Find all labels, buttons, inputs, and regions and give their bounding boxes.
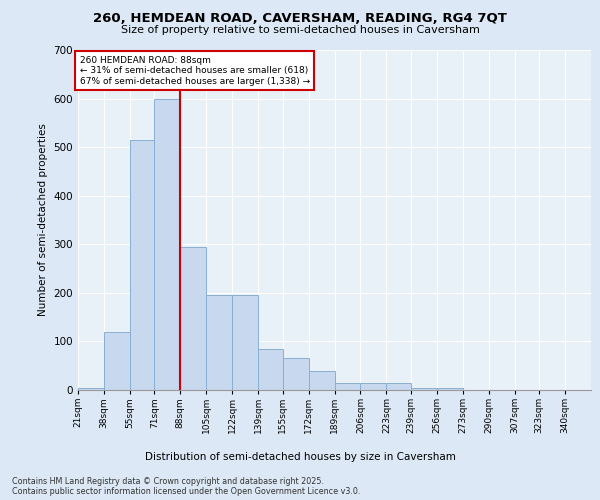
Bar [232, 296, 258, 390]
Text: Distribution of semi-detached houses by size in Caversham: Distribution of semi-detached houses by … [145, 452, 455, 462]
Y-axis label: Number of semi-detached properties: Number of semi-detached properties [38, 124, 48, 316]
Bar [283, 358, 308, 390]
Bar [258, 348, 283, 390]
Bar [154, 98, 180, 390]
Bar [386, 382, 411, 390]
Bar [130, 140, 154, 390]
Bar [437, 388, 463, 390]
Bar [411, 388, 437, 390]
Text: Size of property relative to semi-detached houses in Caversham: Size of property relative to semi-detach… [121, 25, 479, 35]
Text: 260, HEMDEAN ROAD, CAVERSHAM, READING, RG4 7QT: 260, HEMDEAN ROAD, CAVERSHAM, READING, R… [93, 12, 507, 26]
Bar [78, 388, 104, 390]
Bar [308, 370, 335, 390]
Bar [361, 382, 386, 390]
Bar [206, 296, 232, 390]
Bar [335, 382, 361, 390]
Text: Contains public sector information licensed under the Open Government Licence v3: Contains public sector information licen… [12, 488, 361, 496]
Bar [104, 332, 130, 390]
Bar [180, 246, 206, 390]
Text: 260 HEMDEAN ROAD: 88sqm
← 31% of semi-detached houses are smaller (618)
67% of s: 260 HEMDEAN ROAD: 88sqm ← 31% of semi-de… [80, 56, 310, 86]
Text: Contains HM Land Registry data © Crown copyright and database right 2025.: Contains HM Land Registry data © Crown c… [12, 478, 324, 486]
